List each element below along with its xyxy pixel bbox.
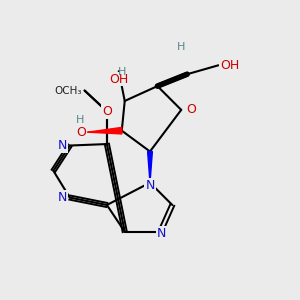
Text: H: H (76, 115, 85, 125)
Text: N: N (145, 179, 155, 192)
Text: O: O (187, 103, 196, 116)
Text: N: N (57, 139, 67, 152)
Text: OH: OH (220, 59, 239, 72)
Text: N: N (57, 191, 67, 204)
Text: O: O (102, 105, 112, 118)
Text: O: O (76, 126, 86, 139)
Text: H: H (177, 42, 185, 52)
Text: H: H (118, 67, 126, 77)
Text: N: N (157, 227, 167, 240)
Text: OH: OH (109, 73, 128, 86)
Polygon shape (88, 128, 122, 134)
Text: OCH₃: OCH₃ (54, 85, 82, 96)
Polygon shape (148, 152, 152, 183)
